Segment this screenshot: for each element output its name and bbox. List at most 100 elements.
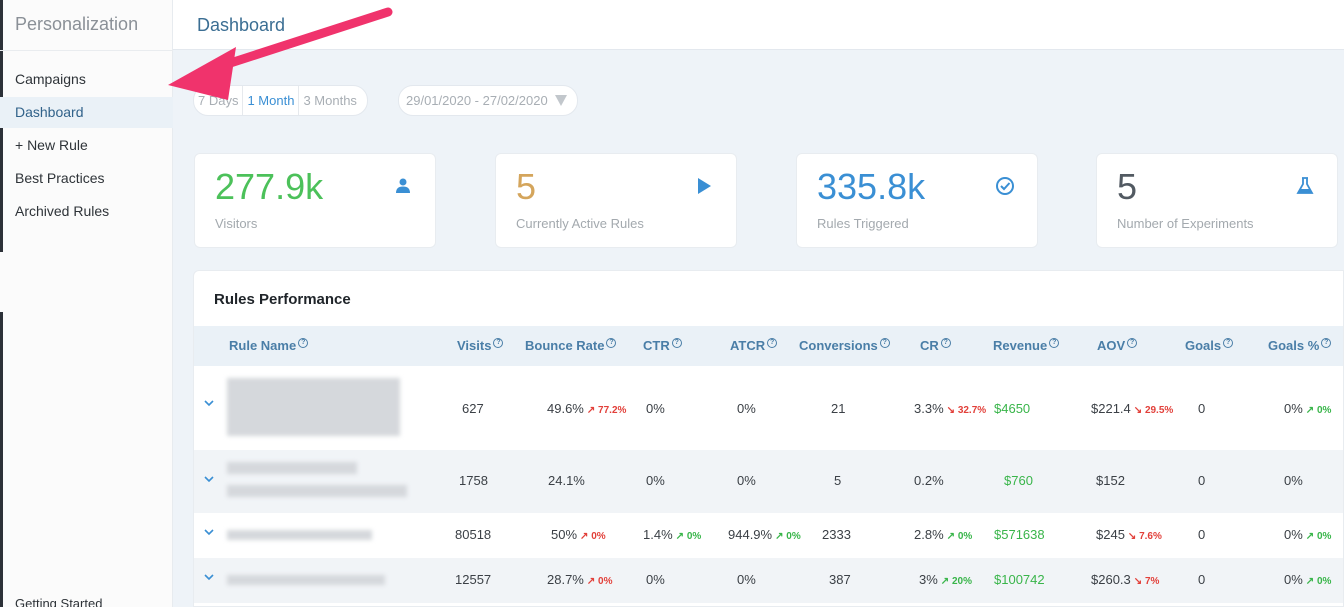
- column-header-goals-percent[interactable]: Goals %?: [1268, 326, 1332, 366]
- cell-revenue: $760: [1004, 473, 1033, 488]
- cell-revenue: $571638: [994, 527, 1045, 542]
- chevron-down-icon[interactable]: [204, 527, 214, 537]
- cell-bounce-rate: 28.7% ↗ 0%: [547, 572, 613, 587]
- trend-up-icon: ↗ 20%: [940, 576, 972, 587]
- trend-down-icon: ↘ 29.5%: [1133, 405, 1174, 416]
- rule-name-redacted: [227, 530, 372, 540]
- column-header-ctr[interactable]: CTR?: [643, 326, 682, 366]
- trend-down-icon: ↘ 32.7%: [946, 405, 987, 416]
- table-row[interactable]: 627 49.6% ↗ 77.2% 0% 0% 21 3.3% ↘ 32.7% $4…: [194, 366, 1343, 450]
- sidebar-item-archived-rules[interactable]: Archived Rules: [15, 203, 110, 219]
- column-header-conversions[interactable]: Conversions?: [799, 326, 890, 366]
- flask-icon: [1296, 177, 1314, 194]
- rule-name-redacted: [227, 485, 407, 497]
- help-icon: ?: [879, 338, 890, 348]
- trend-down-icon: ↘ 7%: [1133, 576, 1160, 587]
- cell-cr: 0.2%: [914, 473, 944, 488]
- chevron-down-icon[interactable]: [204, 474, 214, 484]
- help-icon: ?: [671, 338, 682, 348]
- table-header: Rule Name? Visits? Bounce Rate? CTR? ATC…: [194, 326, 1343, 366]
- header: Dashboard: [173, 0, 1344, 50]
- sidebar-item-campaigns[interactable]: Campaigns: [15, 71, 86, 87]
- rule-name-redacted: [227, 378, 400, 436]
- table-row[interactable]: 12557 28.7% ↗ 0% 0% 0% 387 3% ↗ 20% $10074…: [194, 558, 1343, 603]
- cell-visits: 12557: [455, 572, 492, 587]
- help-icon: ?: [1049, 338, 1060, 348]
- stat-card-rules-triggered: 335.8k Rules Triggered: [796, 153, 1038, 248]
- trend-up-icon: ↗ 0%: [580, 531, 606, 542]
- stat-card-visitors: 277.9k Visitors: [194, 153, 436, 248]
- sidebar-item-best-practices[interactable]: Best Practices: [15, 170, 105, 186]
- help-icon: ?: [1127, 338, 1138, 348]
- help-icon: ?: [1321, 338, 1332, 348]
- stat-label: Currently Active Rules: [516, 216, 644, 231]
- help-icon: ?: [493, 338, 504, 348]
- stat-value: 5: [516, 166, 537, 207]
- stat-value: 277.9k: [215, 166, 324, 207]
- column-header-cr[interactable]: CR?: [920, 326, 951, 366]
- column-header-aov[interactable]: AOV?: [1097, 326, 1138, 366]
- column-header-visits[interactable]: Visits?: [457, 326, 504, 366]
- stat-card-experiments: 5 Number of Experiments: [1096, 153, 1338, 248]
- column-header-bounce-rate[interactable]: Bounce Rate?: [525, 326, 617, 366]
- cell-aov: $221.4 ↘ 29.5%: [1091, 401, 1174, 416]
- sidebar-item-getting-started[interactable]: Getting Started: [15, 596, 103, 607]
- help-icon: ?: [767, 338, 778, 348]
- help-icon: ?: [606, 338, 617, 348]
- range-7-days-button[interactable]: 7 Days: [194, 86, 244, 115]
- cell-aov: $245 ↘ 7.6%: [1096, 527, 1162, 542]
- chevron-down-icon[interactable]: [204, 398, 214, 408]
- cell-cr: 2.8% ↗ 0%: [914, 527, 973, 542]
- rule-name-redacted: [227, 462, 357, 474]
- range-3-months-button[interactable]: 3 Months: [303, 93, 357, 108]
- rules-performance-panel: Rules Performance Rule Name? Visits? Bou…: [193, 270, 1344, 607]
- trend-up-icon: ↗ 0%: [1305, 531, 1332, 542]
- cell-visits: 627: [462, 401, 484, 416]
- cell-ctr: 0%: [646, 473, 665, 488]
- app-title: Personalization: [15, 14, 139, 34]
- cell-ctr: 0%: [646, 572, 665, 587]
- table-row[interactable]: 1758 24.1% 0% 0% 5 0.2% $760 $152 0 0%: [194, 450, 1343, 513]
- cell-visits: 80518: [455, 527, 492, 542]
- stat-label: Rules Triggered: [817, 216, 909, 231]
- column-header-revenue[interactable]: Revenue?: [993, 326, 1060, 366]
- cell-goals-percent: 0%: [1284, 473, 1303, 488]
- stat-label: Number of Experiments: [1117, 216, 1254, 231]
- sidebar: Personalization Campaigns Dashboard + Ne…: [0, 0, 173, 607]
- help-icon: ?: [298, 338, 309, 348]
- cell-conversions: 21: [831, 401, 846, 416]
- play-icon: [698, 178, 711, 194]
- trend-up-icon: ↗ 0%: [675, 531, 702, 542]
- stat-card-active-rules: 5 Currently Active Rules: [495, 153, 737, 248]
- date-range-selector: 7 Days 1 Month 3 Months: [193, 85, 368, 116]
- column-header-rule-name[interactable]: Rule Name?: [229, 326, 309, 366]
- trend-up-icon: ↗ 0%: [1305, 405, 1332, 416]
- table-row[interactable]: 80518 50% ↗ 0% 1.4% ↗ 0% 944.9% ↗ 0% 2333 2…: [194, 513, 1343, 558]
- cell-cr: 3% ↗ 20%: [919, 572, 972, 587]
- page-title: Dashboard: [197, 15, 286, 35]
- chevron-down-icon[interactable]: [204, 572, 214, 582]
- sidebar-item-dashboard[interactable]: Dashboard: [0, 97, 173, 128]
- column-header-atcr[interactable]: ATCR?: [730, 326, 778, 366]
- trend-up-icon: ↗ 0%: [1305, 576, 1332, 587]
- stat-label: Visitors: [215, 216, 258, 231]
- check-circle-icon: [996, 177, 1014, 195]
- cell-goals: 0: [1198, 473, 1206, 488]
- range-1-month-button[interactable]: 1 Month: [243, 86, 300, 115]
- cell-goals: 0: [1198, 527, 1206, 542]
- sidebar-item-new-rule[interactable]: + New Rule: [15, 137, 88, 153]
- caret-down-icon: [555, 95, 567, 106]
- date-picker[interactable]: 29/01/2020 - 27/02/2020: [398, 85, 578, 116]
- trend-up-icon: ↗ 0%: [586, 576, 613, 587]
- cell-cr: 3.3% ↘ 32.7%: [914, 401, 987, 416]
- cell-goals: 0: [1198, 572, 1206, 587]
- cell-conversions: 2333: [822, 527, 851, 542]
- column-header-goals[interactable]: Goals?: [1185, 326, 1234, 366]
- panel-title: Rules Performance: [214, 291, 351, 308]
- cell-conversions: 387: [829, 572, 851, 587]
- cell-atcr: 944.9% ↗ 0%: [728, 527, 801, 542]
- cell-ctr: 0%: [646, 401, 665, 416]
- cell-aov: $152: [1096, 473, 1125, 488]
- user-icon: [396, 178, 410, 193]
- cell-revenue: $4650: [994, 401, 1031, 416]
